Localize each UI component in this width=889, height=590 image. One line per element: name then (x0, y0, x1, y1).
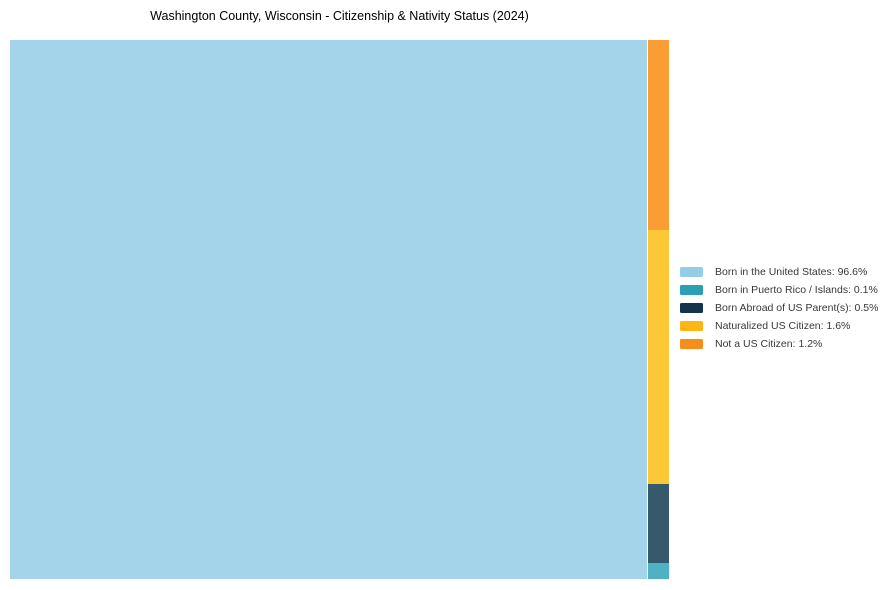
treemap-tile (647, 483, 669, 564)
chart-title: Washington County, Wisconsin - Citizensh… (150, 9, 529, 23)
treemap-tile (647, 40, 669, 231)
legend-swatch (680, 321, 703, 331)
treemap-tile (647, 563, 669, 579)
legend-label: Born Abroad of US Parent(s): 0.5% (715, 302, 879, 314)
treemap-tile (647, 230, 669, 484)
legend-label: Born in Puerto Rico / Islands: 0.1% (715, 284, 878, 296)
treemap (10, 40, 669, 579)
legend-item: Born Abroad of US Parent(s): 0.5% (680, 303, 878, 313)
legend-item: Born in the United States: 96.6% (680, 267, 878, 277)
treemap-minor-column (647, 40, 669, 579)
legend-swatch (680, 285, 703, 295)
legend-swatch (680, 339, 703, 349)
legend-label: Born in the United States: 96.6% (715, 266, 868, 278)
legend-item: Not a US Citizen: 1.2% (680, 339, 878, 349)
legend-swatch (680, 267, 703, 277)
treemap-tile-born-in-us (10, 40, 647, 579)
legend-item: Born in Puerto Rico / Islands: 0.1% (680, 285, 878, 295)
legend-label: Not a US Citizen: 1.2% (715, 338, 823, 350)
legend-label: Naturalized US Citizen: 1.6% (715, 320, 851, 332)
legend: Born in the United States: 96.6% Born in … (680, 267, 878, 349)
legend-item: Naturalized US Citizen: 1.6% (680, 321, 878, 331)
legend-swatch (680, 303, 703, 313)
